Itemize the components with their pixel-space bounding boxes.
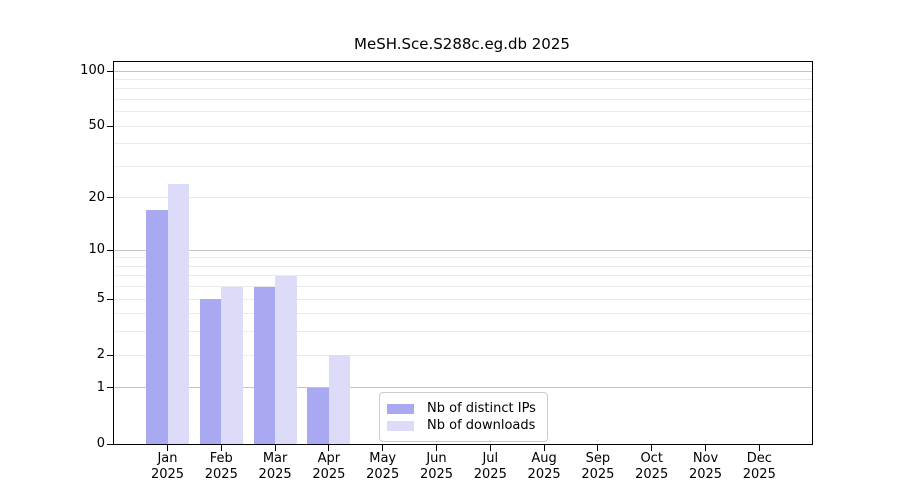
x-tick-label: May 2025 xyxy=(366,451,400,482)
y-tick xyxy=(107,354,113,356)
x-tick-label: Jun 2025 xyxy=(419,451,454,482)
x-tick-label: Dec 2025 xyxy=(742,451,776,482)
x-tick-label: Jul 2025 xyxy=(473,451,507,482)
y-tick xyxy=(107,70,113,72)
x-tick xyxy=(489,445,491,451)
x-tick-label: Jan 2025 xyxy=(150,451,185,482)
y-tick-label: 5 xyxy=(96,291,105,307)
y-tick xyxy=(107,249,113,251)
x-tick-label: Mar 2025 xyxy=(258,451,292,482)
minor-gridline xyxy=(114,354,812,356)
bar-downloads xyxy=(275,275,297,444)
chart-title: MeSH.Sce.S288c.eg.db 2025 xyxy=(354,35,570,53)
legend-swatch-downloads-icon xyxy=(387,420,414,431)
y-tick xyxy=(107,387,113,389)
minor-gridline xyxy=(114,257,812,259)
major-gridline xyxy=(114,249,812,251)
x-tick-label: Aug 2025 xyxy=(527,451,561,482)
x-tick xyxy=(436,445,437,451)
bar-downloads xyxy=(167,183,189,444)
y-tick-label: 20 xyxy=(88,189,105,205)
legend: Nb of distinct IPs Nb of downloads xyxy=(379,392,548,442)
legend-swatch-distinct-ips-icon xyxy=(387,403,414,414)
axis-layer: 0 1 2 5 10 20 50 100 Jan 2025 Feb 2025 Mar 2025 Apr 202… xyxy=(80,62,812,482)
major-gridline xyxy=(114,70,812,72)
grid-layer xyxy=(114,62,812,444)
minor-gridline xyxy=(114,88,812,90)
y-tick-label: 1 xyxy=(96,379,105,395)
minor-gridline xyxy=(114,298,812,300)
x-tick xyxy=(274,445,276,451)
bar-distinct-ips xyxy=(146,210,168,444)
bar-distinct-ips xyxy=(199,299,222,444)
legend-item-downloads: Nb of downloads xyxy=(387,418,536,433)
minor-gridline xyxy=(114,78,812,80)
y-tick xyxy=(107,197,113,199)
minor-gridline xyxy=(114,286,812,288)
major-gridline xyxy=(114,387,812,389)
bar-distinct-ips xyxy=(253,286,276,444)
y-tick xyxy=(107,125,113,127)
y-tick-label: 100 xyxy=(80,63,105,78)
legend-label-distinct-ips: Nb of distinct IPs xyxy=(427,401,536,416)
bar-distinct-ips xyxy=(307,387,329,444)
y-tick-label: 10 xyxy=(88,242,105,258)
y-tick-label: 2 xyxy=(96,347,105,363)
x-tick xyxy=(543,445,545,451)
minor-gridline xyxy=(114,111,812,113)
plot-area: 0 1 2 5 10 20 50 100 Jan 2025 Feb 2025 Mar 2025 Apr 202… xyxy=(80,61,813,482)
legend-item-distinct-ips: Nb of distinct IPs xyxy=(387,401,536,416)
bar-downloads xyxy=(221,286,243,444)
x-tick-label: Feb 2025 xyxy=(204,451,238,482)
bars-layer xyxy=(114,62,812,444)
x-tick-label: Sep 2025 xyxy=(581,451,615,482)
bar-downloads xyxy=(328,355,351,444)
minor-gridline xyxy=(114,143,812,145)
minor-gridline xyxy=(114,197,812,199)
x-tick xyxy=(220,445,222,451)
x-tick xyxy=(167,445,168,451)
minor-gridline xyxy=(114,265,812,267)
x-tick xyxy=(382,445,384,451)
y-tick xyxy=(107,298,113,300)
x-tick xyxy=(758,445,760,451)
y-tick-label: 50 xyxy=(88,118,105,134)
minor-gridline xyxy=(114,275,812,277)
minor-gridline xyxy=(114,98,812,100)
minor-gridline xyxy=(114,165,812,167)
x-tick xyxy=(651,445,653,451)
x-tick xyxy=(705,445,706,451)
x-tick xyxy=(597,445,599,451)
minor-gridline xyxy=(114,313,812,315)
y-tick-label: 0 xyxy=(96,436,105,451)
minor-gridline xyxy=(114,125,812,127)
y-tick xyxy=(107,443,113,445)
x-tick-label: Oct 2025 xyxy=(635,451,669,482)
x-tick-label: Apr 2025 xyxy=(312,451,346,482)
minor-gridline xyxy=(114,331,812,333)
legend-label-downloads: Nb of downloads xyxy=(427,418,536,433)
x-tick-label: Nov 2025 xyxy=(688,451,723,482)
x-tick xyxy=(328,445,330,451)
